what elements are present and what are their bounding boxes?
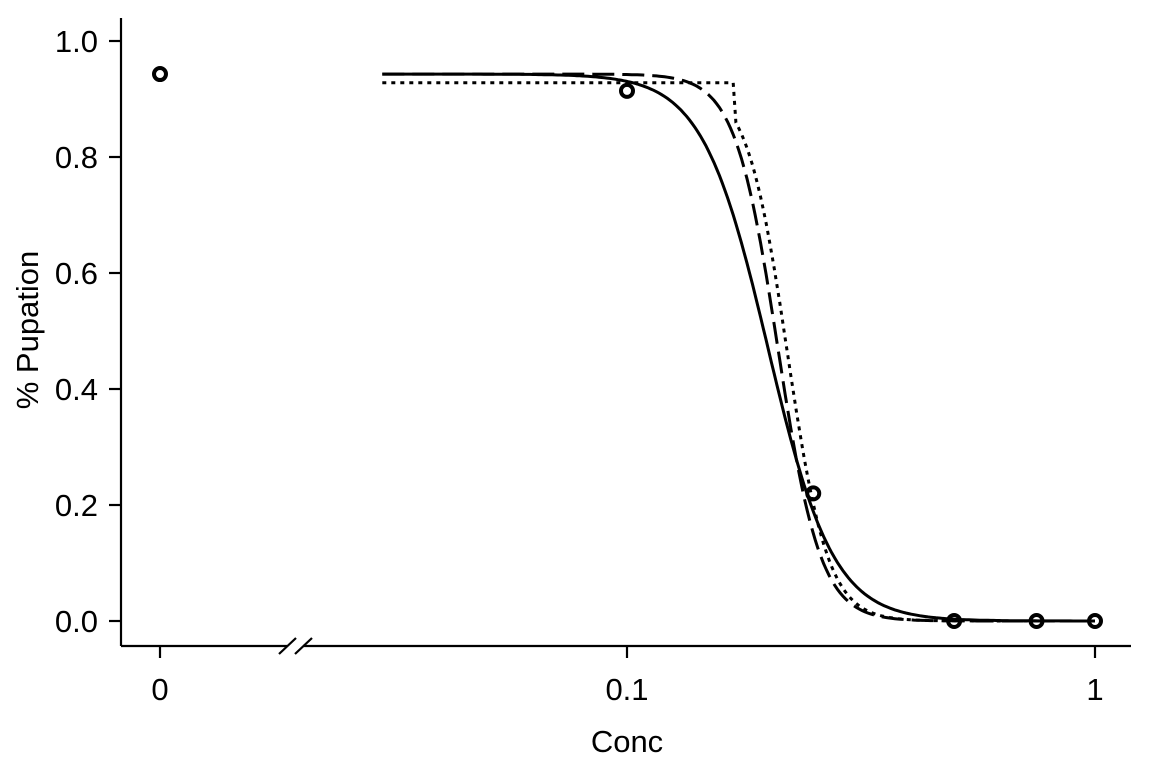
x-tick-label: 0.1	[605, 672, 648, 707]
x-axis-title: Conc	[591, 724, 663, 759]
fitted-curve-dashed	[382, 72, 1095, 623]
y-tick-label: 0.6	[55, 256, 98, 291]
axes	[119, 18, 1131, 655]
x-tick-label: 1	[1086, 672, 1103, 707]
data-point	[152, 66, 168, 83]
y-tick-label: 0.8	[55, 140, 98, 175]
y-tick-label: 1.0	[55, 24, 98, 59]
observed-points	[152, 66, 1103, 629]
x-ticks: 0 0.1 1	[151, 646, 1104, 707]
fitted-curves	[382, 72, 1095, 623]
data-point	[1028, 613, 1045, 629]
data-point	[805, 485, 822, 502]
y-tick-label: 0.0	[55, 604, 98, 639]
data-point	[1087, 613, 1103, 629]
fitted-curve-solid	[382, 72, 1095, 623]
y-axis-title: % Pupation	[10, 251, 45, 410]
x-tick-label: 0	[151, 672, 168, 707]
data-point	[946, 613, 963, 629]
fitted-curve-dotted	[382, 81, 1095, 623]
axis-break-marker	[278, 637, 313, 655]
y-tick-label: 0.4	[55, 372, 98, 407]
data-point	[619, 82, 635, 99]
y-ticks: 0.0 0.2 0.4 0.6 0.8 1.0	[55, 24, 121, 639]
y-tick-label: 0.2	[55, 488, 98, 523]
